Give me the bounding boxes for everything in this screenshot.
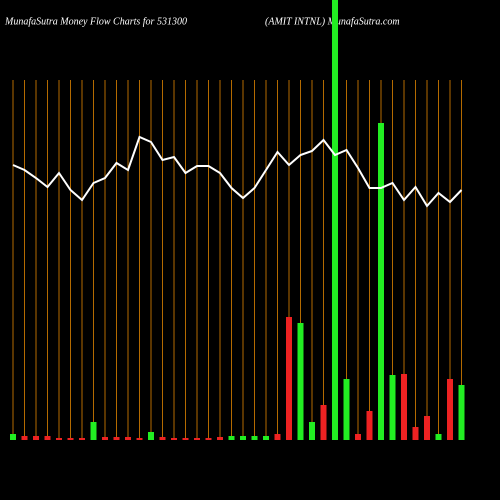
bar	[343, 379, 350, 440]
bar	[378, 123, 384, 440]
bar	[251, 436, 258, 440]
money-flow-line	[12, 135, 463, 208]
bar	[320, 405, 327, 440]
bar	[332, 0, 338, 440]
bar	[458, 385, 465, 440]
bar	[297, 323, 304, 440]
bar	[240, 436, 246, 440]
bar	[309, 422, 315, 440]
bar	[424, 416, 430, 440]
bar	[217, 437, 223, 440]
bar	[194, 438, 200, 440]
bar	[10, 434, 16, 440]
bar	[389, 375, 396, 440]
bar	[33, 436, 39, 440]
bar	[182, 438, 189, 440]
bar	[171, 438, 177, 440]
bar	[435, 434, 442, 440]
bar	[401, 374, 407, 440]
bar	[412, 427, 419, 440]
bar	[102, 437, 108, 440]
bar	[228, 436, 235, 440]
bar	[366, 411, 373, 440]
bar	[205, 438, 212, 440]
bar	[113, 437, 120, 440]
bar	[67, 438, 74, 440]
bar	[447, 379, 453, 440]
bar	[21, 436, 28, 440]
bar	[274, 434, 281, 440]
bar	[90, 422, 97, 440]
bar	[56, 438, 62, 440]
bar	[148, 432, 154, 440]
bar	[125, 437, 131, 440]
bar	[263, 436, 269, 440]
bar	[79, 438, 85, 440]
bar	[159, 437, 166, 440]
bar	[44, 436, 51, 440]
bar	[136, 438, 143, 440]
bar	[286, 317, 292, 440]
bar	[355, 434, 361, 440]
chart-title: MunafaSutra Money Flow Charts for 531300	[4, 16, 187, 27]
